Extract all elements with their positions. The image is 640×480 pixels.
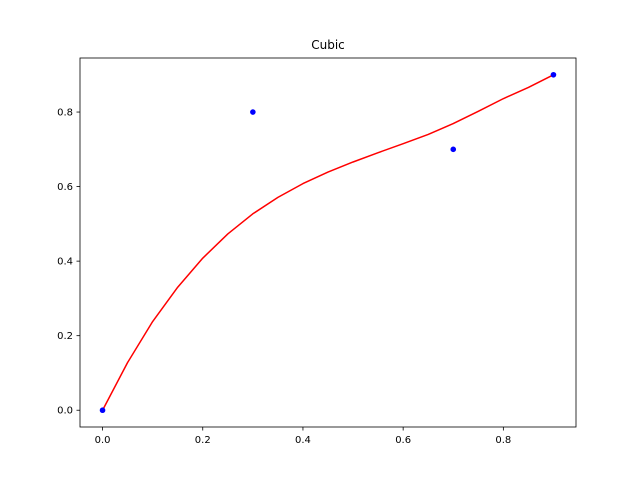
y-tick-label-2: 0.4 xyxy=(57,257,73,268)
y-tick-label-0: 0.0 xyxy=(57,406,73,417)
y-tick-label-3: 0.6 xyxy=(57,182,73,193)
scatter-point-1 xyxy=(250,109,256,115)
y-tick-label-4: 0.8 xyxy=(57,108,73,119)
x-tick-label-4: 0.8 xyxy=(495,435,511,446)
plot-area: 0.0 0.2 0.4 0.6 0.8 0.0 0.2 0.4 0.6 0.8 xyxy=(57,57,577,446)
x-tick-label-3: 0.6 xyxy=(395,435,411,446)
scatter-point-3 xyxy=(550,71,557,78)
y-tick-label-1: 0.2 xyxy=(57,331,73,342)
series-line-1 xyxy=(101,74,554,411)
scatter-point-2 xyxy=(450,146,457,153)
x-tick-label-0: 0.0 xyxy=(95,435,111,446)
x-tick-label-1: 0.2 xyxy=(195,435,211,446)
x-tick-label-2: 0.4 xyxy=(295,435,311,446)
chart-title: Cubic xyxy=(311,38,345,52)
axes-frame xyxy=(79,57,577,428)
scatter-point-0 xyxy=(99,407,106,414)
